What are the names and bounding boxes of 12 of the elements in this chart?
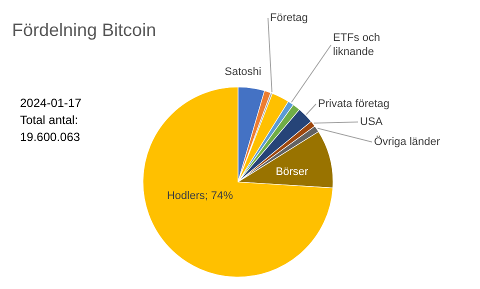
slice-label: ETFs och liknande — [333, 32, 380, 58]
slice-label: Hodlers; 74% — [166, 190, 234, 202]
chart-title: Fördelning Bitcoin — [12, 20, 156, 40]
slice-label: Privata företag — [318, 98, 390, 110]
text: Total antal: — [20, 113, 78, 127]
slice-label: Satoshi — [224, 66, 262, 78]
text: 2024-01-17 — [20, 96, 82, 110]
slice-label: Övriga länder — [374, 135, 440, 148]
slice-label: USA — [360, 116, 384, 128]
slice-label: Företag — [270, 12, 308, 24]
text: 19.600.063 — [20, 130, 80, 144]
slice-label: Börser — [276, 166, 309, 178]
